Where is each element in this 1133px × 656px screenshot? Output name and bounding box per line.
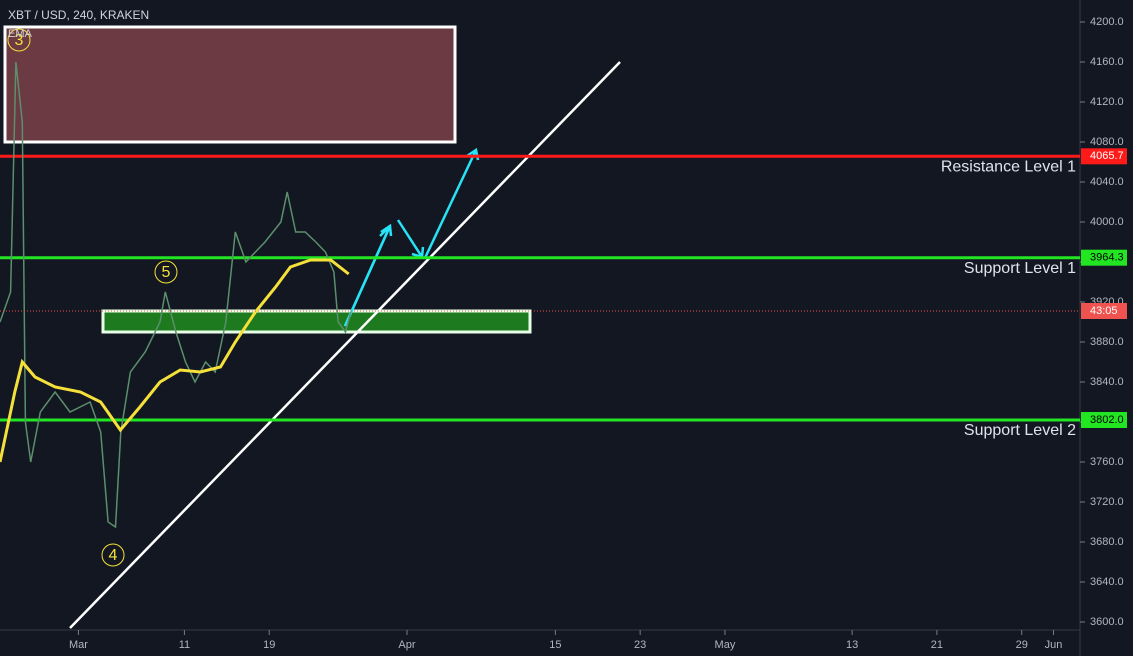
chart-title: XBT / USD, 240, KRAKEN bbox=[8, 8, 149, 22]
resistance-zone bbox=[3, 25, 457, 144]
y-tick-label: 4160.0 bbox=[1090, 56, 1124, 68]
level-name: Resistance Level 1 bbox=[941, 159, 1076, 176]
x-tick-label: 15 bbox=[549, 639, 561, 651]
wave-label: 4 bbox=[109, 547, 118, 564]
series-line bbox=[0, 258, 350, 463]
x-tick-label: 21 bbox=[931, 639, 943, 651]
plot bbox=[0, 61, 1080, 529]
indicator-label: EMA bbox=[8, 28, 33, 40]
y-tick-label: 3640.0 bbox=[1090, 576, 1124, 588]
y-tick-label: 3760.0 bbox=[1090, 456, 1124, 468]
y-tick-label: 3880.0 bbox=[1090, 336, 1124, 348]
y-tick-label: 3600.0 bbox=[1090, 616, 1124, 628]
wave-circle bbox=[7, 28, 31, 52]
level-name: Support Level 2 bbox=[964, 422, 1076, 439]
y-tick-label: 4080.0 bbox=[1090, 136, 1124, 148]
y-tick-label: 4200.0 bbox=[1090, 16, 1124, 28]
last-price-label: 43:05 bbox=[1090, 305, 1118, 317]
wave-circle bbox=[154, 260, 178, 284]
wave-circle bbox=[101, 543, 125, 567]
y-tick-label: 4120.0 bbox=[1090, 96, 1124, 108]
wave-label: 5 bbox=[162, 264, 171, 281]
x-tick-label: May bbox=[715, 639, 736, 651]
x-tick-label: Jun bbox=[1045, 639, 1063, 651]
x-tick-label: Mar bbox=[69, 639, 88, 651]
y-tick-label: 4000.0 bbox=[1090, 216, 1124, 228]
y-tick-label: 3840.0 bbox=[1090, 376, 1124, 388]
x-tick-label: 13 bbox=[846, 639, 858, 651]
drawings bbox=[3, 25, 621, 629]
level-tag bbox=[1081, 412, 1127, 428]
x-tick-label: 23 bbox=[634, 639, 646, 651]
level-name: Support Level 1 bbox=[964, 260, 1076, 277]
wave-labels: 3 5 4 bbox=[7, 28, 178, 567]
y-tick-label: 4040.0 bbox=[1090, 176, 1124, 188]
level-label: 3802.0 bbox=[1090, 414, 1124, 426]
last-price-tag bbox=[1081, 303, 1127, 319]
level-tag bbox=[1081, 249, 1127, 266]
level-label: 4065.7 bbox=[1090, 150, 1124, 162]
level-label: 3964.3 bbox=[1090, 252, 1124, 264]
level-tag bbox=[1081, 148, 1127, 165]
series-line bbox=[0, 61, 352, 529]
y-tick-label: 3720.0 bbox=[1090, 496, 1124, 508]
support-zone bbox=[101, 309, 532, 334]
x-tick-label: 29 bbox=[1016, 639, 1028, 651]
x-tick-label: Apr bbox=[398, 639, 415, 651]
arrow bbox=[343, 223, 393, 327]
x-tick-label: 19 bbox=[263, 639, 275, 651]
y-tick-label: 3680.0 bbox=[1090, 536, 1124, 548]
x-tick-label: 11 bbox=[179, 639, 190, 651]
wave-label: 3 bbox=[15, 32, 24, 49]
